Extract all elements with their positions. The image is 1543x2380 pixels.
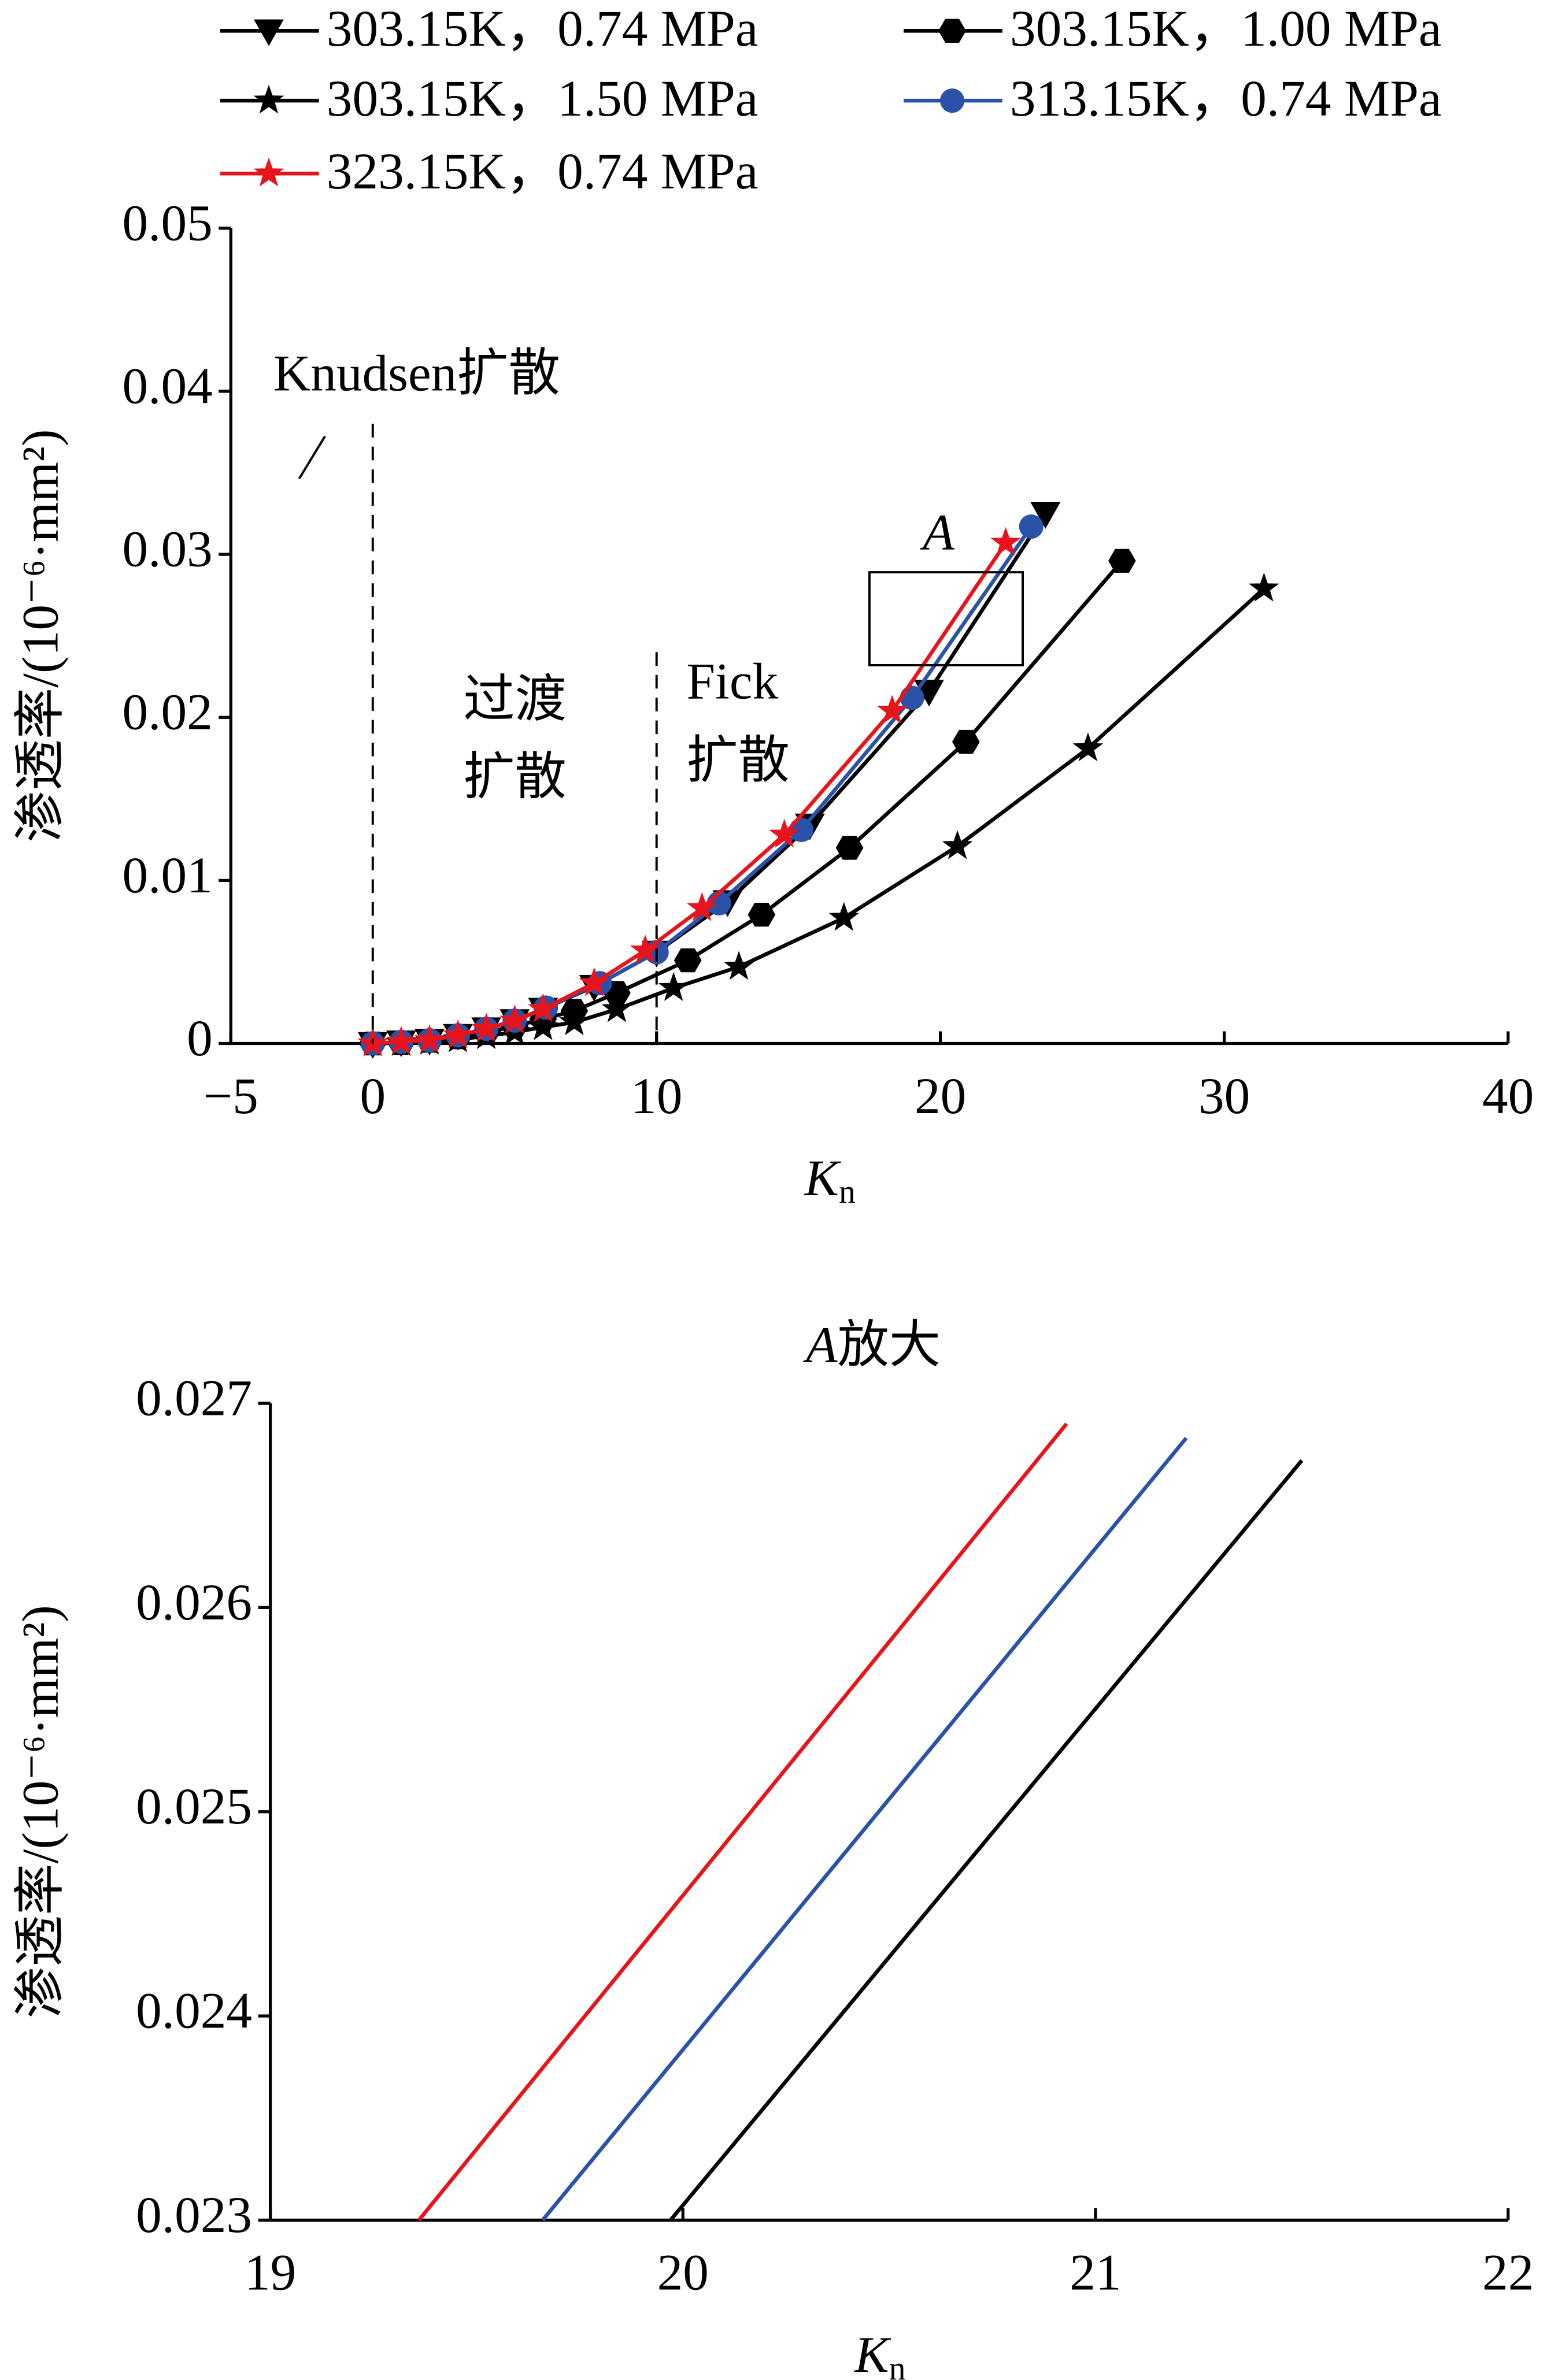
legend-label: 303.15K，0.74 MPa <box>327 0 758 57</box>
marker <box>559 1006 590 1036</box>
legend-marker <box>940 88 965 113</box>
y-axis-label: 渗透率/(10⁻⁶·mm²) <box>12 429 69 843</box>
marker <box>658 972 689 1001</box>
marker <box>630 935 661 964</box>
y-tick-label: 0.01 <box>122 847 212 904</box>
y-axis-label: 渗透率/(10⁻⁶·mm²) <box>12 1605 69 2018</box>
zoom-box <box>868 571 1024 666</box>
x-tick-label: 40 <box>1482 1067 1534 1125</box>
marker <box>528 1011 558 1040</box>
marker <box>723 951 754 980</box>
marker <box>835 836 864 860</box>
marker <box>1030 502 1061 529</box>
marker <box>579 967 610 996</box>
x-tick-label: 20 <box>657 2244 709 2301</box>
legend-label: 303.15K，1.00 MPa <box>1010 0 1442 57</box>
y-tick-label: 0.026 <box>136 1574 252 1631</box>
series-line <box>669 1459 1304 2222</box>
x-tick-label: −5 <box>203 1067 258 1125</box>
marker <box>471 1013 502 1042</box>
marker <box>900 685 924 710</box>
x-axis-label-sub: n <box>839 1173 856 1210</box>
y-tick-label: 0.02 <box>122 684 212 741</box>
marker <box>601 993 632 1022</box>
legend-marker <box>253 84 284 114</box>
y-tick-label: 0 <box>187 1010 213 1067</box>
x-tick-label: 22 <box>1482 2244 1534 2301</box>
x-axis-label: Kn <box>853 2326 906 2380</box>
series-line <box>541 1437 1188 2222</box>
marker <box>1249 572 1279 602</box>
marker <box>414 1024 445 1054</box>
x-tick-label: 21 <box>1070 2244 1121 2301</box>
y-tick-label: 0.023 <box>136 2186 252 2244</box>
legend-marker <box>938 18 966 43</box>
x-axis-label-main: K <box>853 2326 891 2380</box>
annotation: Fick <box>686 653 778 710</box>
legend-label: 313.15K，0.74 MPa <box>1010 70 1442 127</box>
marker <box>748 902 776 927</box>
marker <box>1108 548 1136 573</box>
marker <box>1072 732 1104 762</box>
marker <box>528 993 558 1022</box>
legend-label: 323.15K，0.74 MPa <box>327 143 758 200</box>
x-tick-label: 20 <box>915 1067 966 1125</box>
chart-title: A放大 <box>803 1317 941 1374</box>
annotation: 过渡 <box>463 671 567 728</box>
y-tick-label: 0.027 <box>136 1370 252 1427</box>
marker <box>876 695 908 724</box>
marker <box>674 948 702 973</box>
y-tick-label: 0.05 <box>122 194 212 251</box>
x-tick-label: 19 <box>245 2244 296 2301</box>
marker <box>952 729 980 754</box>
chart-title-suffix: 放大 <box>837 1317 941 1374</box>
y-tick-label: 0.04 <box>122 357 212 414</box>
marker <box>942 830 973 859</box>
y-tick-label: 0.03 <box>122 521 212 578</box>
x-tick-label: 0 <box>360 1067 386 1125</box>
annotation: A <box>920 504 954 561</box>
x-axis-label: Kn <box>803 1150 856 1211</box>
legend-marker <box>254 19 284 46</box>
x-axis-label-sub: n <box>889 2350 906 2380</box>
y-tick-label: 0.024 <box>136 1982 252 2040</box>
marker <box>686 892 717 921</box>
marker <box>442 1019 473 1048</box>
x-axis-label-main: K <box>803 1150 841 1207</box>
x-tick-label: 10 <box>631 1067 682 1125</box>
x-tick-label: 30 <box>1198 1067 1250 1125</box>
annotation-pointer <box>298 435 326 480</box>
legend-marker <box>253 157 284 187</box>
marker <box>828 902 860 931</box>
legend-label: 303.15K，1.50 MPa <box>327 70 758 127</box>
marker <box>386 1026 417 1055</box>
marker <box>990 527 1021 556</box>
annotation: 扩散 <box>686 732 790 789</box>
annotation: 扩散 <box>463 748 567 806</box>
chart-title-main: A <box>803 1317 838 1374</box>
annotation: Knudsen扩散 <box>273 344 560 402</box>
series-line <box>417 1422 1068 2222</box>
marker <box>499 1004 530 1034</box>
marker <box>769 818 800 848</box>
y-tick-label: 0.025 <box>136 1778 252 1835</box>
marker <box>1019 514 1044 539</box>
